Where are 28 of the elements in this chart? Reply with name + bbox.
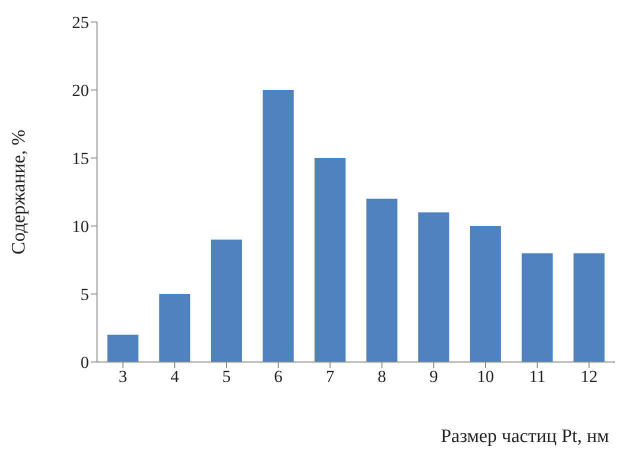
bar xyxy=(418,212,450,362)
x-tick-label: 5 xyxy=(222,367,231,386)
x-tick-label: 4 xyxy=(170,367,180,386)
y-tick-label: 20 xyxy=(72,81,89,100)
bar xyxy=(366,198,398,362)
y-axis-title: Содержание, % xyxy=(8,129,30,254)
x-tick-label: 10 xyxy=(477,367,494,386)
bar xyxy=(159,294,190,362)
x-tick-label: 3 xyxy=(118,367,128,386)
y-tick-label: 25 xyxy=(72,13,89,32)
y-tick-label: 10 xyxy=(72,217,89,236)
bar xyxy=(470,226,501,362)
x-tick-label: 7 xyxy=(326,367,335,386)
bar xyxy=(314,158,346,362)
x-axis-title: Размер частиц Pt, нм xyxy=(440,426,609,447)
y-tick-label: 5 xyxy=(80,285,89,304)
bar xyxy=(522,253,553,362)
x-tick-label: 8 xyxy=(378,367,386,386)
bar xyxy=(574,253,605,362)
bar xyxy=(107,334,138,362)
y-tick-label: 15 xyxy=(72,149,89,168)
bar xyxy=(262,90,294,362)
x-tick-label: 11 xyxy=(529,367,546,386)
x-tick-label: 12 xyxy=(580,367,598,386)
bar xyxy=(210,240,242,362)
y-tick-label: 0 xyxy=(80,353,89,372)
x-tick-label: 9 xyxy=(429,367,438,386)
x-tick-label: 6 xyxy=(274,367,283,386)
